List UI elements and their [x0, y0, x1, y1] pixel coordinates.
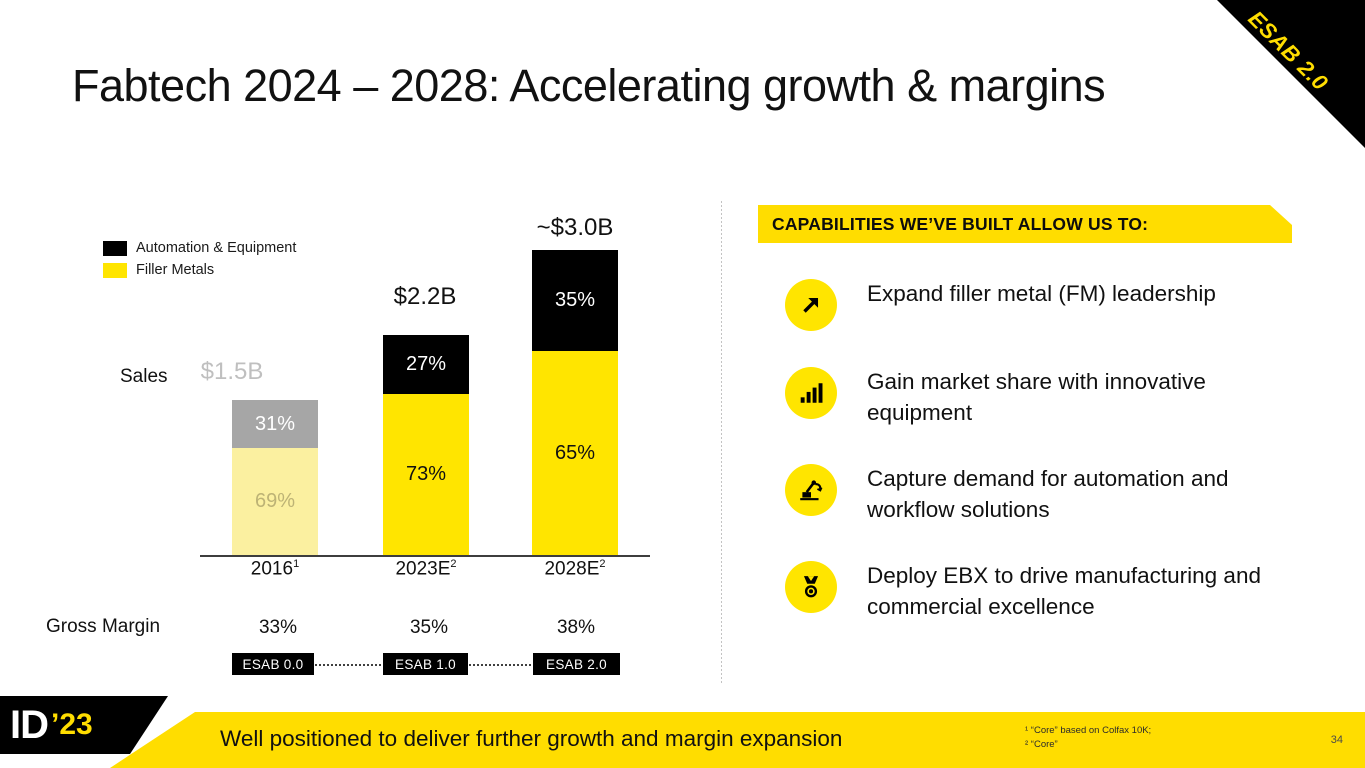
capability-item-3[interactable]: Capture demand for automation and workfl… — [758, 464, 1318, 525]
ribbon-triangle — [1217, 0, 1365, 148]
medal-icon — [785, 561, 837, 614]
bar-segment-label: 69% — [254, 490, 296, 512]
capability-item-2[interactable]: Gain market share with innovative equipm… — [758, 367, 1318, 428]
phase-connector-line-1 — [314, 664, 383, 666]
x-tick-label-2028: 2028E2 — [495, 558, 655, 580]
phase-connector-line-2 — [468, 664, 533, 666]
bar-segment-label: 27% — [405, 353, 447, 375]
x-tick-label-2023: 2023E2 — [346, 558, 506, 580]
chart-axis-line — [200, 555, 650, 557]
phase-badge-esab-2: ESAB 2.0 — [533, 653, 620, 675]
bar-total-2023: $2.2B — [393, 283, 457, 310]
footer-message: Well positioned to deliver further growt… — [220, 726, 843, 751]
bar-segment-filler-2028: 65% — [532, 351, 618, 555]
gross-margin-2016: 33% — [258, 617, 298, 638]
gross-margin-2023: 35% — [409, 617, 449, 638]
footer-bar: Well positioned to deliver further growt… — [0, 712, 1365, 768]
gross-margin-2028: 38% — [556, 617, 596, 638]
bar-segment-label: 35% — [554, 289, 596, 311]
bar-segment-automation-2023: 27% — [383, 335, 469, 394]
bar-segment-filler-2023: 73% — [383, 394, 469, 555]
capabilities-banner-text: CAPABILITIES WE’VE BUILT ALLOW US TO: — [772, 213, 1149, 234]
footnote-2: ² “Core” — [1025, 738, 1058, 750]
capability-text-4: Deploy EBX to drive manufacturing and co… — [867, 563, 1261, 619]
bar-2023: 27% 73% — [383, 335, 469, 555]
capabilities-panel: CAPABILITIES WE’VE BUILT ALLOW US TO: Ex… — [758, 205, 1318, 623]
legend-label-automation: Automation & Equipment — [136, 240, 297, 256]
bar-segment-filler-2016: 69% — [232, 448, 318, 555]
legend-item: Automation & Equipment — [103, 240, 296, 256]
capability-text-3: Capture demand for automation and workfl… — [867, 466, 1229, 522]
sales-axis-label: Sales — [120, 366, 168, 387]
bar-segment-automation-2028: 35% — [532, 250, 618, 351]
x-tick-superscript: 2 — [599, 558, 606, 570]
x-tick-superscript: 1 — [293, 558, 300, 570]
x-tick-label-2016: 20161 — [195, 558, 355, 580]
phase-badge-esab-0: ESAB 0.0 — [232, 653, 314, 675]
bar-segment-automation-2016: 31% — [232, 400, 318, 448]
bar-total-2016: $1.5B — [200, 358, 264, 385]
panel-divider — [721, 200, 722, 685]
bar-chart-icon — [785, 367, 837, 419]
x-tick-text: 2028E — [544, 558, 600, 580]
legend-swatch-automation — [103, 240, 127, 256]
bar-2028: 35% 65% — [532, 250, 618, 555]
bar-total-2028: ~$3.0B — [536, 214, 614, 241]
capabilities-banner: CAPABILITIES WE’VE BUILT ALLOW US TO: — [758, 205, 1292, 243]
arrow-up-right-icon — [785, 279, 837, 331]
x-tick-text: 2023E — [395, 558, 451, 580]
gross-margin-label: Gross Margin — [46, 616, 161, 637]
id-logo-text: ID — [10, 702, 49, 747]
legend-item: Filler Metals — [103, 262, 296, 278]
bar-segment-label: 65% — [554, 441, 596, 464]
bar-2016: 31% 69% — [232, 400, 318, 555]
x-tick-text: 2016 — [250, 558, 294, 580]
bar-segment-label: 31% — [254, 412, 296, 435]
x-tick-superscript: 2 — [450, 558, 457, 570]
legend-swatch-filler — [103, 262, 127, 278]
capability-text-2: Gain market share with innovative equipm… — [867, 369, 1206, 425]
footnotes: ¹ “Core” based on Colfax 10K; ² “Core” — [1025, 724, 1151, 753]
esab-corner-ribbon: ESAB 2.0 — [1217, 0, 1365, 148]
capability-text-1: Expand filler metal (FM) leadership — [867, 281, 1216, 306]
capability-item-1[interactable]: Expand filler metal (FM) leadership — [758, 279, 1318, 331]
capability-item-4[interactable]: Deploy EBX to drive manufacturing and co… — [758, 561, 1318, 622]
chart-legend: Automation & Equipment Filler Metals — [103, 240, 296, 284]
page-title: Fabtech 2024 – 2028: Accelerating growth… — [72, 60, 1106, 111]
sales-stacked-bar-chart: Automation & Equipment Filler Metals Sal… — [0, 170, 700, 690]
legend-label-filler: Filler Metals — [136, 262, 215, 278]
phase-badge-esab-1: ESAB 1.0 — [383, 653, 468, 675]
footnote-1: ¹ “Core” based on Colfax 10K; — [1025, 724, 1152, 736]
page-number: 34 — [1330, 734, 1343, 746]
bar-segment-label: 73% — [405, 463, 447, 485]
id-logo-year: ’23 — [51, 708, 93, 741]
robot-arm-icon — [785, 464, 837, 517]
